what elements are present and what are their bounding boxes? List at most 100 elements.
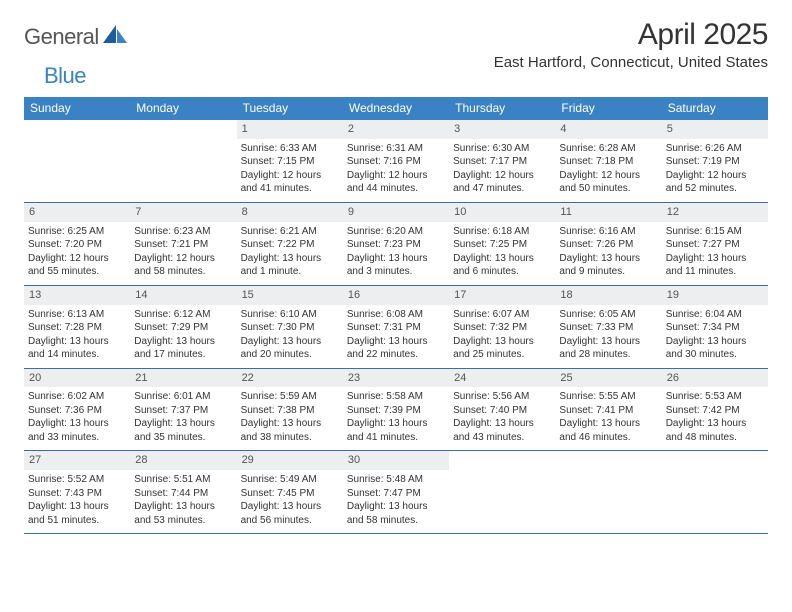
day-number: 2 (343, 120, 449, 139)
day-number: 6 (24, 203, 130, 222)
sunrise-text: Sunrise: 5:59 AM (241, 390, 339, 404)
logo: General (24, 18, 131, 50)
sunrise-text: Sunrise: 6:31 AM (347, 142, 445, 156)
empty-day-cell (555, 451, 661, 533)
day-cell-24: 24Sunrise: 5:56 AMSunset: 7:40 PMDayligh… (449, 369, 555, 451)
day-cell-12: 12Sunrise: 6:15 AMSunset: 7:27 PMDayligh… (662, 203, 768, 285)
sunset-text: Sunset: 7:27 PM (666, 238, 764, 252)
weekday-tuesday: Tuesday (237, 97, 343, 120)
day-cell-18: 18Sunrise: 6:05 AMSunset: 7:33 PMDayligh… (555, 286, 661, 368)
sunset-text: Sunset: 7:15 PM (241, 155, 339, 169)
daylight-text: Daylight: 13 hours and 35 minutes. (134, 417, 232, 444)
sunset-text: Sunset: 7:47 PM (347, 487, 445, 501)
sunset-text: Sunset: 7:34 PM (666, 321, 764, 335)
sunrise-text: Sunrise: 6:20 AM (347, 225, 445, 239)
empty-day-cell (24, 120, 130, 202)
sunset-text: Sunset: 7:38 PM (241, 404, 339, 418)
day-number: 14 (130, 286, 236, 305)
day-cell-7: 7Sunrise: 6:23 AMSunset: 7:21 PMDaylight… (130, 203, 236, 285)
daylight-text: Daylight: 13 hours and 28 minutes. (559, 335, 657, 362)
sunset-text: Sunset: 7:23 PM (347, 238, 445, 252)
day-cell-6: 6Sunrise: 6:25 AMSunset: 7:20 PMDaylight… (24, 203, 130, 285)
week-row: 6Sunrise: 6:25 AMSunset: 7:20 PMDaylight… (24, 203, 768, 286)
day-number: 28 (130, 451, 236, 470)
sunset-text: Sunset: 7:42 PM (666, 404, 764, 418)
day-cell-11: 11Sunrise: 6:16 AMSunset: 7:26 PMDayligh… (555, 203, 661, 285)
daylight-text: Daylight: 13 hours and 43 minutes. (453, 417, 551, 444)
sunrise-text: Sunrise: 6:28 AM (559, 142, 657, 156)
sunrise-text: Sunrise: 6:25 AM (28, 225, 126, 239)
day-number: 26 (662, 369, 768, 388)
sunrise-text: Sunrise: 6:10 AM (241, 308, 339, 322)
daylight-text: Daylight: 13 hours and 20 minutes. (241, 335, 339, 362)
day-cell-27: 27Sunrise: 5:52 AMSunset: 7:43 PMDayligh… (24, 451, 130, 533)
daylight-text: Daylight: 13 hours and 41 minutes. (347, 417, 445, 444)
sunrise-text: Sunrise: 6:15 AM (666, 225, 764, 239)
daylight-text: Daylight: 13 hours and 56 minutes. (241, 500, 339, 527)
sunset-text: Sunset: 7:16 PM (347, 155, 445, 169)
day-number: 10 (449, 203, 555, 222)
weekday-friday: Friday (555, 97, 661, 120)
daylight-text: Daylight: 12 hours and 44 minutes. (347, 169, 445, 196)
weekday-sunday: Sunday (24, 97, 130, 120)
day-cell-8: 8Sunrise: 6:21 AMSunset: 7:22 PMDaylight… (237, 203, 343, 285)
sunset-text: Sunset: 7:31 PM (347, 321, 445, 335)
sunset-text: Sunset: 7:25 PM (453, 238, 551, 252)
sunset-text: Sunset: 7:26 PM (559, 238, 657, 252)
sunrise-text: Sunrise: 5:56 AM (453, 390, 551, 404)
daylight-text: Daylight: 12 hours and 55 minutes. (28, 252, 126, 279)
sunset-text: Sunset: 7:33 PM (559, 321, 657, 335)
sunset-text: Sunset: 7:41 PM (559, 404, 657, 418)
day-cell-4: 4Sunrise: 6:28 AMSunset: 7:18 PMDaylight… (555, 120, 661, 202)
weeks-container: 1Sunrise: 6:33 AMSunset: 7:15 PMDaylight… (24, 120, 768, 534)
day-cell-29: 29Sunrise: 5:49 AMSunset: 7:45 PMDayligh… (237, 451, 343, 533)
daylight-text: Daylight: 13 hours and 48 minutes. (666, 417, 764, 444)
sunset-text: Sunset: 7:19 PM (666, 155, 764, 169)
title-block: April 2025 East Hartford, Connecticut, U… (494, 18, 768, 71)
day-cell-25: 25Sunrise: 5:55 AMSunset: 7:41 PMDayligh… (555, 369, 661, 451)
day-number: 30 (343, 451, 449, 470)
empty-day-cell (130, 120, 236, 202)
sunrise-text: Sunrise: 6:08 AM (347, 308, 445, 322)
weekday-header-row: SundayMondayTuesdayWednesdayThursdayFrid… (24, 97, 768, 120)
day-number: 27 (24, 451, 130, 470)
daylight-text: Daylight: 12 hours and 52 minutes. (666, 169, 764, 196)
week-row: 27Sunrise: 5:52 AMSunset: 7:43 PMDayligh… (24, 451, 768, 534)
sunset-text: Sunset: 7:44 PM (134, 487, 232, 501)
daylight-text: Daylight: 12 hours and 47 minutes. (453, 169, 551, 196)
sunrise-text: Sunrise: 5:51 AM (134, 473, 232, 487)
day-cell-20: 20Sunrise: 6:02 AMSunset: 7:36 PMDayligh… (24, 369, 130, 451)
day-number: 11 (555, 203, 661, 222)
day-cell-10: 10Sunrise: 6:18 AMSunset: 7:25 PMDayligh… (449, 203, 555, 285)
weekday-thursday: Thursday (449, 97, 555, 120)
sunset-text: Sunset: 7:18 PM (559, 155, 657, 169)
sunrise-text: Sunrise: 6:13 AM (28, 308, 126, 322)
sunset-text: Sunset: 7:22 PM (241, 238, 339, 252)
day-number: 20 (24, 369, 130, 388)
daylight-text: Daylight: 13 hours and 22 minutes. (347, 335, 445, 362)
sunrise-text: Sunrise: 5:48 AM (347, 473, 445, 487)
sunset-text: Sunset: 7:36 PM (28, 404, 126, 418)
week-row: 13Sunrise: 6:13 AMSunset: 7:28 PMDayligh… (24, 286, 768, 369)
day-number: 7 (130, 203, 236, 222)
day-number: 25 (555, 369, 661, 388)
daylight-text: Daylight: 13 hours and 46 minutes. (559, 417, 657, 444)
day-number: 4 (555, 120, 661, 139)
day-number: 23 (343, 369, 449, 388)
sunrise-text: Sunrise: 6:04 AM (666, 308, 764, 322)
empty-day-cell (662, 451, 768, 533)
daylight-text: Daylight: 13 hours and 9 minutes. (559, 252, 657, 279)
day-cell-22: 22Sunrise: 5:59 AMSunset: 7:38 PMDayligh… (237, 369, 343, 451)
day-cell-28: 28Sunrise: 5:51 AMSunset: 7:44 PMDayligh… (130, 451, 236, 533)
sunrise-text: Sunrise: 5:58 AM (347, 390, 445, 404)
logo-sail-icon (103, 25, 129, 50)
day-number: 17 (449, 286, 555, 305)
daylight-text: Daylight: 12 hours and 41 minutes. (241, 169, 339, 196)
location-text: East Hartford, Connecticut, United State… (494, 54, 768, 71)
daylight-text: Daylight: 13 hours and 58 minutes. (347, 500, 445, 527)
daylight-text: Daylight: 13 hours and 11 minutes. (666, 252, 764, 279)
daylight-text: Daylight: 13 hours and 3 minutes. (347, 252, 445, 279)
sunset-text: Sunset: 7:37 PM (134, 404, 232, 418)
day-number: 3 (449, 120, 555, 139)
weekday-monday: Monday (130, 97, 236, 120)
